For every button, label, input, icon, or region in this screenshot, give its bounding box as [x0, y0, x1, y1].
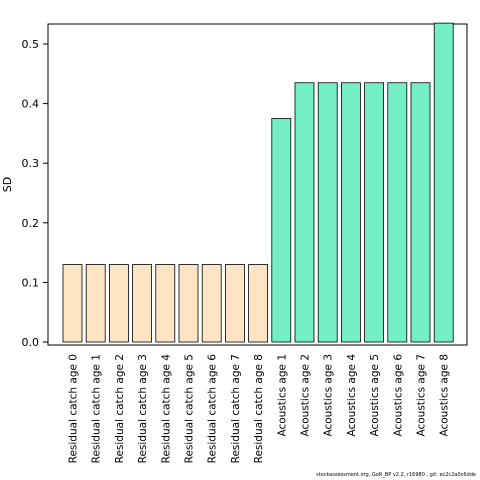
y-tick-label: 0.3 [22, 157, 40, 170]
x-category-label: Residual catch age 6 [207, 354, 219, 464]
bar [364, 82, 385, 343]
y-axis: 0.0 0.1 0.2 0.3 0.4 0.5 [22, 38, 48, 349]
y-tick-label: 0.5 [22, 38, 40, 51]
bar [387, 82, 408, 343]
bar [201, 264, 222, 343]
bar [85, 264, 106, 343]
x-category-label: Residual catch age 5 [184, 354, 196, 463]
x-axis-labels: Residual catch age 0 Residual catch age 1… [68, 354, 451, 464]
bar [433, 22, 454, 343]
bar [132, 264, 153, 343]
bar [271, 118, 292, 343]
x-category-label: Acoustics age 6 [392, 354, 404, 437]
plot-frame [47, 23, 468, 346]
x-category-label: Residual catch age 3 [137, 354, 149, 463]
bars [62, 22, 454, 343]
x-category-label: Residual catch age 0 [68, 354, 80, 463]
bar [410, 82, 431, 343]
x-category-label: Residual catch age 4 [160, 354, 172, 464]
bar [248, 264, 269, 343]
bar [317, 82, 338, 343]
x-category-label: Acoustics age 7 [416, 354, 428, 437]
y-tick-label: 0.1 [22, 276, 40, 289]
bar [224, 264, 245, 343]
bar [155, 264, 176, 343]
x-category-label: Acoustics age 4 [346, 354, 358, 437]
bar [62, 264, 83, 343]
bar [109, 264, 129, 343]
x-category-label: Acoustics age 1 [276, 354, 288, 437]
x-category-label: Acoustics age 2 [300, 354, 312, 437]
x-category-label: Residual catch age 7 [230, 354, 242, 463]
y-axis-label: SD [1, 177, 14, 192]
x-category-label: Residual catch age 8 [253, 354, 265, 463]
bar [340, 82, 361, 343]
y-tick-label: 0.0 [22, 336, 40, 349]
x-category-label: Acoustics age 8 [439, 354, 451, 437]
bar [178, 264, 199, 343]
y-tick-label: 0.4 [22, 98, 40, 111]
footer-credit: stockassessment.org, GoR_BP v2.2, r16980… [316, 472, 476, 478]
y-tick-label: 0.2 [22, 217, 40, 230]
x-category-label: Residual catch age 2 [114, 354, 126, 463]
bar [294, 82, 315, 343]
x-category-label: Residual catch age 1 [91, 354, 103, 463]
x-category-label: Acoustics age 3 [323, 354, 335, 437]
x-category-label: Acoustics age 5 [369, 354, 381, 437]
